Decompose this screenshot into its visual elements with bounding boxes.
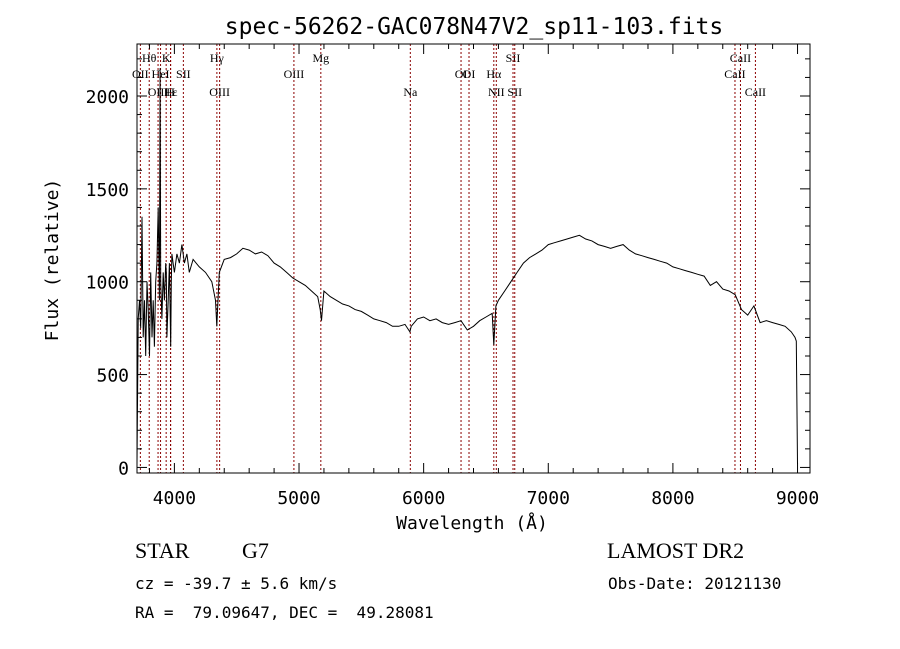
y-tick-label: 1000 [86,273,129,294]
redshift: cz = -39.7 ± 5.6 km/s [135,574,338,593]
coordinates: RA = 79.09647, DEC = 49.28081 [135,603,434,622]
y-axis: 0 500 1000 1500 2000 [86,58,810,479]
x-tick-label: 9000 [776,488,819,509]
x-axis: 4000 5000 6000 7000 8000 9000 [148,44,819,509]
line-marker-label: Hθ [142,51,157,65]
line-marker-label: SII [506,51,521,65]
y-tick-label: 0 [118,458,129,479]
x-tick-label: 7000 [527,488,570,509]
y-tick-label: 1500 [86,180,129,201]
line-marker-label: OIII [209,85,230,99]
survey-name: LAMOST DR2 [607,538,745,563]
line-marker-label: OII [132,67,149,81]
line-marker-label: Hα [486,67,502,81]
x-tick-label: 8000 [651,488,694,509]
spectrum-chart: spec-56262-GAC078N47V2_sp11-103.fits Hθ K… [42,14,819,534]
line-marker-label: OI [455,67,468,81]
obs-date: Obs-Date: 20121130 [608,574,782,593]
y-axis-label: Flux (relative) [42,179,63,342]
line-marker-label: OIII [284,67,305,81]
line-marker-label: Mg [312,51,329,65]
x-tick-label: 5000 [277,488,320,509]
line-marker-label: H [166,85,175,99]
y-tick-label: 2000 [86,87,129,108]
line-marker-label: Na [403,85,418,99]
line-marker-label: OI [463,67,476,81]
spectrum-line [136,68,798,464]
line-marker-label: SII [507,85,522,99]
x-axis-label: Wavelength (Å) [396,512,548,534]
chart-title: spec-56262-GAC078N47V2_sp11-103.fits [225,14,724,40]
subclass: G7 [242,538,269,563]
y-tick-label: 500 [96,366,129,387]
line-marker-label: CaII [745,85,766,99]
line-marker-label: CaII [730,51,751,65]
line-marker-label: SII [176,67,191,81]
line-marker-label: NII [488,85,505,99]
x-tick-label: 4000 [153,488,196,509]
line-marker-label: K [162,51,171,65]
line-marker-label: OIII [148,85,169,99]
x-tick-label: 6000 [402,488,445,509]
plot-frame [136,43,811,474]
line-marker-label: Hγ [210,51,225,65]
object-class: STAR [135,538,190,563]
line-marker-label: CaII [724,67,745,81]
